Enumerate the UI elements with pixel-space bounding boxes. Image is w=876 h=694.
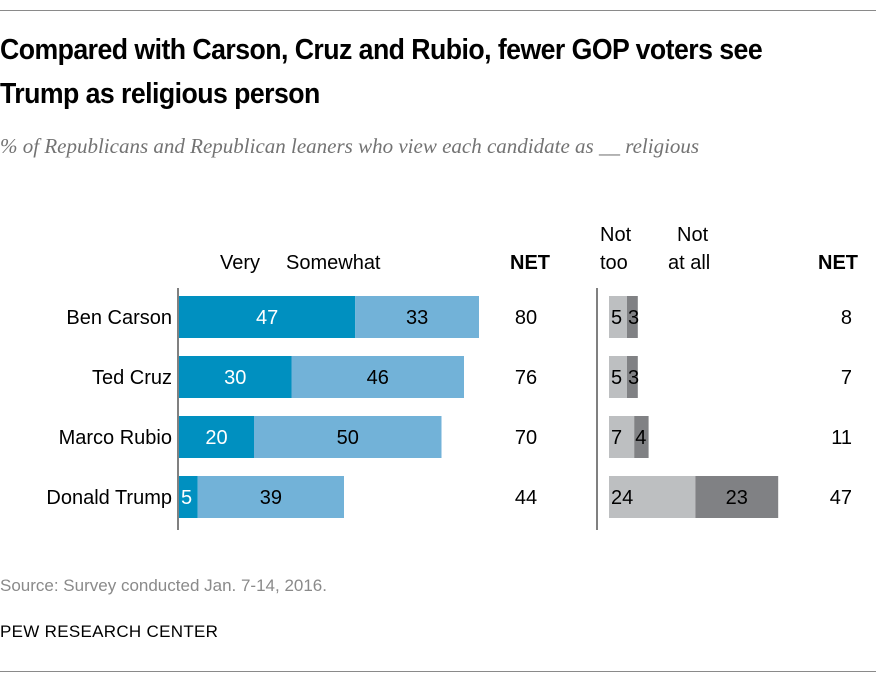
data-label-not-too: 5 bbox=[611, 367, 622, 389]
bar-not-too bbox=[609, 416, 635, 458]
net-value-right: 11 bbox=[831, 427, 852, 449]
category-label: Ted Cruz bbox=[92, 367, 172, 389]
legend-not-too-line2: too bbox=[600, 252, 628, 274]
bar-somewhat bbox=[254, 416, 442, 458]
bottom-rule bbox=[0, 671, 876, 672]
data-label-very: 47 bbox=[256, 307, 278, 329]
data-label-very: 20 bbox=[205, 427, 227, 449]
source-note: Source: Survey conducted Jan. 7-14, 2016… bbox=[0, 576, 327, 595]
legend-very: Very bbox=[220, 252, 261, 274]
legend-somewhat: Somewhat bbox=[286, 252, 381, 274]
legend-not-at-all-line2: at all bbox=[668, 252, 711, 274]
net-value-right: 8 bbox=[841, 307, 852, 329]
legend-not-too-line1: Not bbox=[600, 224, 632, 246]
bar-very bbox=[179, 416, 254, 458]
bar-very bbox=[179, 296, 356, 338]
bar-not-too bbox=[609, 296, 627, 338]
bar-not-too bbox=[609, 476, 696, 518]
bar-somewhat bbox=[355, 296, 479, 338]
net-value-left: 70 bbox=[515, 427, 537, 449]
category-label: Ben Carson bbox=[66, 307, 172, 329]
data-label-not-too: 24 bbox=[611, 487, 633, 509]
net-header-right: NET bbox=[818, 252, 858, 274]
bar-not-at-all bbox=[695, 476, 779, 518]
net-value-left: 80 bbox=[515, 307, 537, 329]
data-label-very: 30 bbox=[224, 367, 246, 389]
data-label-not-at-all: 23 bbox=[726, 487, 748, 509]
data-label-not-too: 5 bbox=[611, 307, 622, 329]
net-header-left: NET bbox=[510, 252, 550, 274]
data-label-not-at-all: 4 bbox=[635, 427, 646, 449]
bar-not-at-all bbox=[634, 416, 649, 458]
data-label-not-too: 7 bbox=[611, 427, 622, 449]
bar-not-at-all bbox=[627, 296, 638, 338]
net-value-right: 47 bbox=[830, 487, 852, 509]
chart-title: Compared with Carson, Cruz and Rubio, fe… bbox=[0, 34, 763, 110]
data-label-not-at-all: 3 bbox=[628, 367, 639, 389]
data-label-somewhat: 46 bbox=[367, 367, 389, 389]
bar-very bbox=[179, 356, 292, 398]
net-value-right: 7 bbox=[841, 367, 852, 389]
bar-somewhat bbox=[291, 356, 464, 398]
net-value-left: 44 bbox=[515, 487, 537, 509]
chart-subtitle: % of Republicans and Republican leaners … bbox=[0, 134, 700, 158]
bar-very bbox=[179, 476, 198, 518]
data-label-very: 5 bbox=[181, 487, 192, 509]
data-label-somewhat: 33 bbox=[406, 307, 428, 329]
data-label-somewhat: 39 bbox=[260, 487, 282, 509]
category-label: Donald Trump bbox=[46, 487, 172, 509]
brand-label: PEW RESEARCH CENTER bbox=[0, 622, 219, 641]
legend-not-at-all-line1: Not bbox=[677, 224, 709, 246]
data-label-somewhat: 50 bbox=[337, 427, 359, 449]
data-label-not-at-all: 3 bbox=[628, 307, 639, 329]
category-label: Marco Rubio bbox=[59, 427, 172, 449]
bar-not-too bbox=[609, 356, 627, 398]
top-rule bbox=[0, 10, 876, 11]
bar-somewhat bbox=[197, 476, 344, 518]
net-value-left: 76 bbox=[515, 367, 537, 389]
bar-not-at-all bbox=[627, 356, 638, 398]
